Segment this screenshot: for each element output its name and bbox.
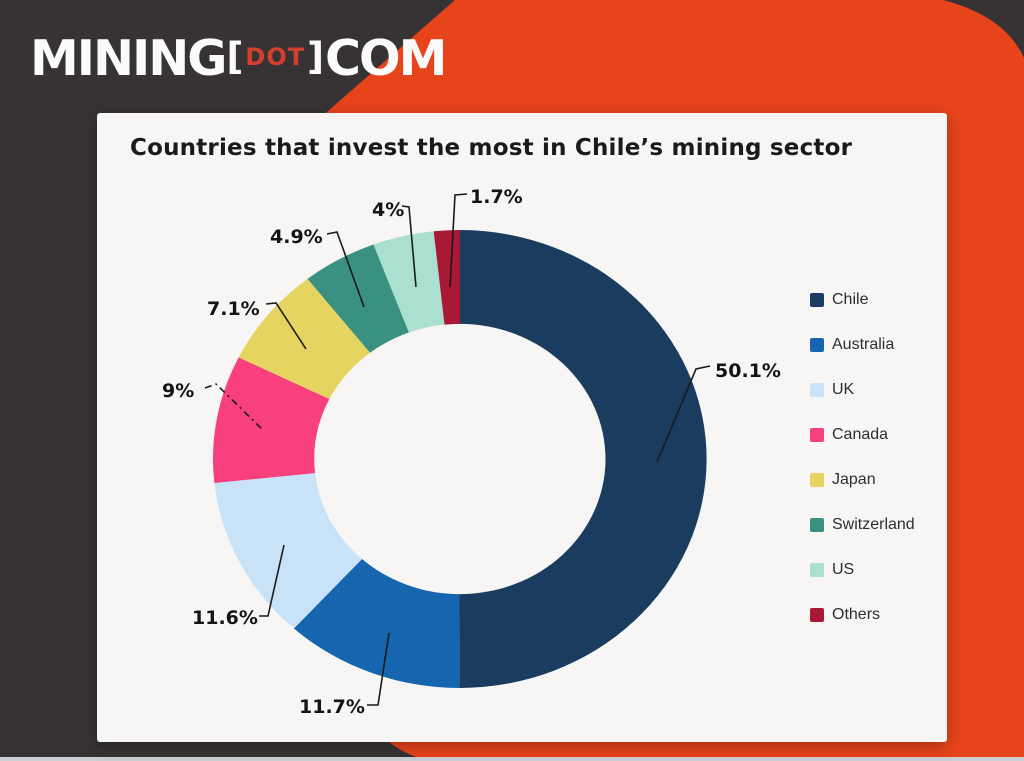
legend-item-chile: Chile [810, 291, 915, 308]
legend-item-uk: UK [810, 381, 915, 398]
legend-item-switzerland: Switzerland [810, 516, 915, 533]
legend-label-us: US [832, 560, 855, 578]
legend-swatch-switzerland [810, 517, 824, 532]
legend-label-switzerland: Switzerland [832, 515, 915, 533]
legend-label-chile: Chile [832, 290, 869, 308]
logo-close-bracket: ] [307, 35, 325, 78]
slice-label-others: 1.7% [470, 186, 523, 208]
slice-chile [459, 230, 707, 688]
legend-swatch-chile [810, 292, 824, 307]
chart-card: Countries that invest the most in Chile’… [97, 113, 947, 742]
logo-dot-text: DOT [245, 42, 306, 71]
slice-label-switzerland: 4.9% [270, 226, 323, 248]
slice-australia [293, 559, 460, 688]
legend-swatch-japan [810, 472, 824, 487]
brand-logo: MINING [ DOT ] COM [30, 30, 447, 87]
legend-item-australia: Australia [810, 336, 915, 353]
legend-label-uk: UK [832, 380, 855, 398]
slice-label-us: 4% [372, 199, 405, 221]
legend-label-japan: Japan [832, 470, 876, 488]
slice-label-australia: 11.7% [299, 696, 365, 718]
slice-label-japan: 7.1% [207, 298, 260, 320]
slice-label-chile: 50.1% [715, 360, 781, 382]
legend-item-japan: Japan [810, 471, 915, 488]
legend-swatch-us [810, 562, 824, 577]
chart-title: Countries that invest the most in Chile’… [130, 135, 853, 161]
legend-label-others: Others [832, 605, 881, 623]
legend-item-us: US [810, 561, 915, 578]
slice-label-canada: 9% [162, 380, 195, 402]
logo-open-bracket: [ [226, 35, 244, 78]
logo-com-text: COM [325, 30, 447, 87]
legend-item-canada: Canada [810, 426, 915, 443]
slice-label-uk: 11.6% [192, 607, 258, 629]
legend-label-canada: Canada [832, 425, 889, 443]
donut-chart [213, 230, 707, 688]
legend: Chile Australia UK Canada Japan Switzerland US… [810, 291, 915, 623]
slice-uk [214, 473, 362, 629]
legend-swatch-australia [810, 337, 824, 352]
logo-mining-text: MINING [30, 30, 227, 87]
legend-item-others: Others [810, 606, 915, 623]
legend-swatch-canada [810, 427, 824, 442]
bottom-light-strip [0, 757, 1024, 761]
legend-swatch-others [810, 607, 824, 622]
legend-swatch-uk [810, 382, 824, 397]
legend-label-australia: Australia [832, 335, 895, 353]
